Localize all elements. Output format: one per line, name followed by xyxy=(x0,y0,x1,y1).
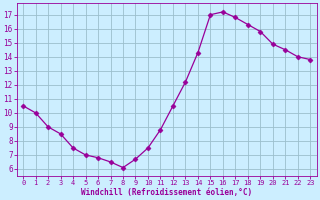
X-axis label: Windchill (Refroidissement éolien,°C): Windchill (Refroidissement éolien,°C) xyxy=(81,188,252,197)
